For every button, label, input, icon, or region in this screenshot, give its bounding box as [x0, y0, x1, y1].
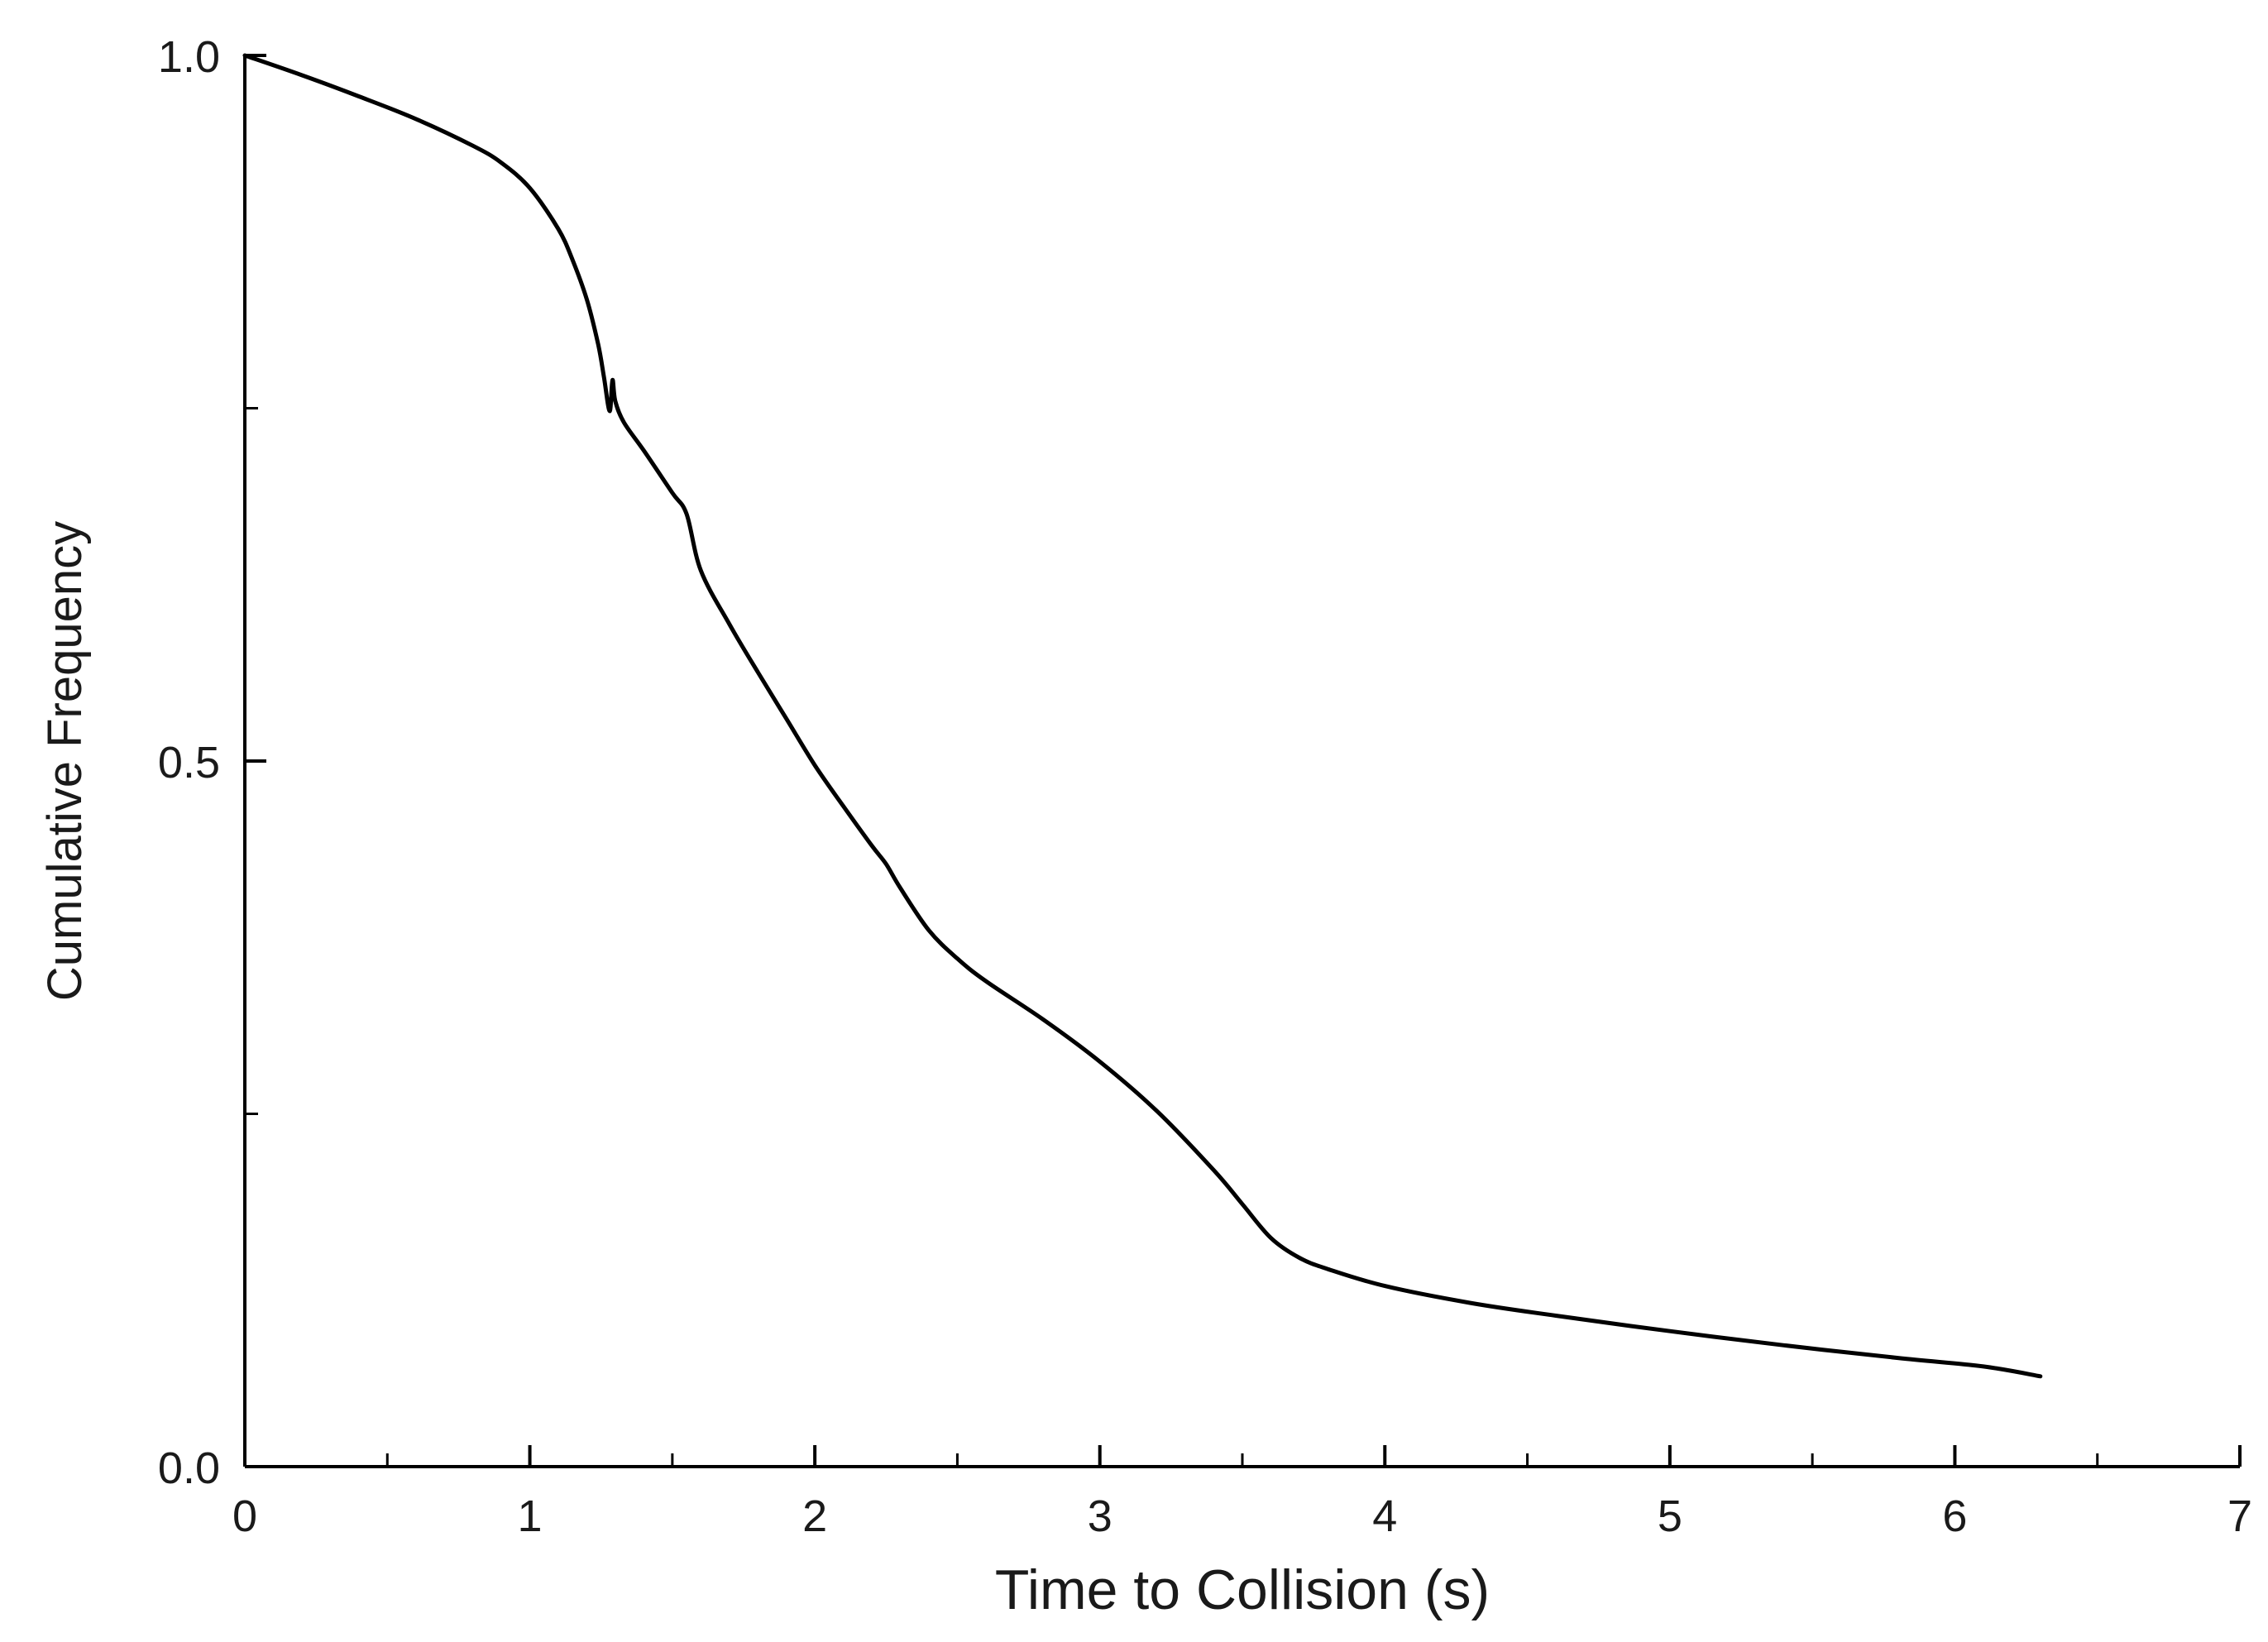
axes	[243, 55, 2240, 1468]
y-tick-label: 0.5	[158, 738, 220, 787]
x-tick-label: 7	[2227, 1491, 2252, 1541]
series-line	[242, 53, 2043, 1379]
x-tick-label: 1	[518, 1491, 543, 1541]
y-tick-label: 1.0	[158, 32, 220, 82]
x-tick-label: 4	[1372, 1491, 1397, 1541]
x-tick-label: 6	[1942, 1491, 1967, 1541]
series-layer	[242, 53, 2043, 1379]
y-tick-label: 0.0	[158, 1443, 220, 1493]
x-tick-label: 2	[802, 1491, 827, 1541]
x-axis-title: Time to Collision (s)	[995, 1558, 1490, 1621]
ticks: 0 1 2 3 4 5 6 7 0.0 0.5 1.0	[158, 32, 2252, 1541]
x-tick-label: 5	[1658, 1491, 1682, 1541]
x-tick-label: 0	[232, 1491, 257, 1541]
y-axis-title: Cumulative Frequency	[38, 521, 92, 1001]
x-tick-label: 3	[1088, 1491, 1112, 1541]
